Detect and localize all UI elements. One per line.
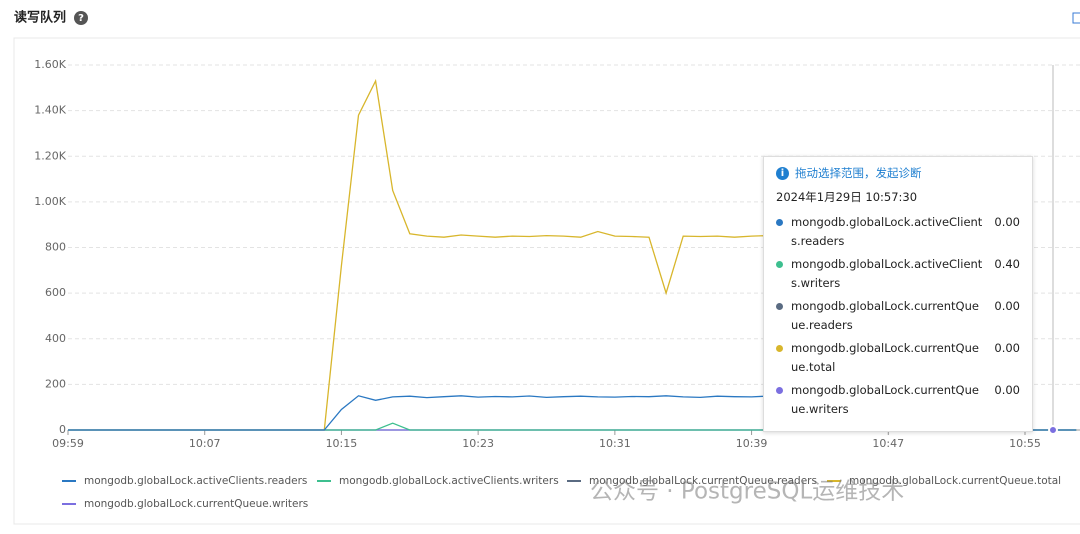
x-tick-label: 09:59 — [52, 437, 84, 450]
legend-label: mongodb.globalLock.activeClients.readers — [84, 475, 307, 487]
tooltip-dot — [776, 261, 783, 268]
tooltip-title[interactable]: 拖动选择范围，发起诊断 — [795, 166, 922, 180]
tooltip-time: 2024年1月29日 10:57:30 — [776, 190, 918, 204]
legend-label: mongodb.globalLock.currentQueue.writers — [84, 498, 308, 510]
tooltip-name: mongodb.globalLock.currentQueue.writers — [791, 383, 979, 416]
y-tick-label: 400 — [45, 332, 66, 345]
tooltip-dot — [776, 303, 783, 310]
y-tick-label: 0 — [59, 423, 66, 436]
tooltip-row: mongodb.globalLock.activeClients.readers… — [776, 213, 1020, 251]
tooltip: i 拖动选择范围，发起诊断 2024年1月29日 10:57:30 mongodb… — [763, 156, 1033, 432]
legend-label: mongodb.globalLock.currentQueue.readers — [589, 475, 817, 487]
y-tick-label: 1.60K — [34, 58, 66, 71]
tooltip-name: mongodb.globalLock.activeClients.readers — [791, 215, 983, 248]
y-tick-label: 1.40K — [34, 104, 66, 117]
tooltip-row: mongodb.globalLock.currentQueue.readers 0… — [776, 297, 1020, 335]
tooltip-name: mongodb.globalLock.currentQueue.readers — [791, 299, 979, 332]
tooltip-dot — [776, 345, 783, 352]
panel-border — [13, 37, 1080, 525]
tooltip-value: 0.00 — [994, 383, 1020, 397]
info-icon: i — [776, 166, 789, 180]
y-tick-label: 200 — [45, 377, 66, 390]
y-tick-label: 600 — [45, 286, 66, 299]
tooltip-value: 0.00 — [994, 299, 1020, 313]
tooltip-row: mongodb.globalLock.currentQueue.total 0.0… — [776, 339, 1020, 377]
chart-title: 读写队列 — [14, 10, 66, 26]
tooltip-dot — [776, 387, 783, 394]
tooltip-name: mongodb.globalLock.currentQueue.total — [791, 341, 979, 374]
x-tick-label: 10:23 — [462, 437, 494, 450]
tooltip-value: 0.40 — [994, 257, 1020, 271]
legend-label: mongodb.globalLock.currentQueue.total — [849, 475, 1061, 487]
tooltip-rows: mongodb.globalLock.activeClients.readers… — [776, 213, 1020, 419]
x-tick-label: 10:31 — [599, 437, 631, 450]
x-tick-label: 10:47 — [872, 437, 904, 450]
x-tick-label: 10:55 — [1009, 437, 1041, 450]
tooltip-row: mongodb.globalLock.currentQueue.writers 0… — [776, 381, 1020, 419]
x-tick-label: 10:15 — [326, 437, 358, 450]
tooltip-value: 0.00 — [994, 341, 1020, 355]
y-tick-label: 800 — [45, 241, 66, 254]
toolbar-icon[interactable] — [1072, 12, 1080, 24]
help-icon[interactable] — [74, 11, 88, 25]
legend-label: mongodb.globalLock.activeClients.writers — [339, 475, 559, 487]
tooltip-name: mongodb.globalLock.activeClients.writers — [791, 257, 983, 290]
cursor-dot — [1048, 425, 1058, 435]
tooltip-value: 0.00 — [994, 215, 1020, 229]
y-tick-label: 1.20K — [34, 149, 66, 162]
x-tick-label: 10:39 — [736, 437, 768, 450]
help-icon-mark: ? — [78, 13, 84, 24]
y-tick-label: 1.00K — [34, 195, 66, 208]
tooltip-row: mongodb.globalLock.activeClients.writers… — [776, 255, 1020, 293]
watermark: 公众号 · PostgreSQL运维技术 — [590, 479, 904, 505]
x-tick-label: 10:07 — [189, 437, 221, 450]
tooltip-dot — [776, 219, 783, 226]
